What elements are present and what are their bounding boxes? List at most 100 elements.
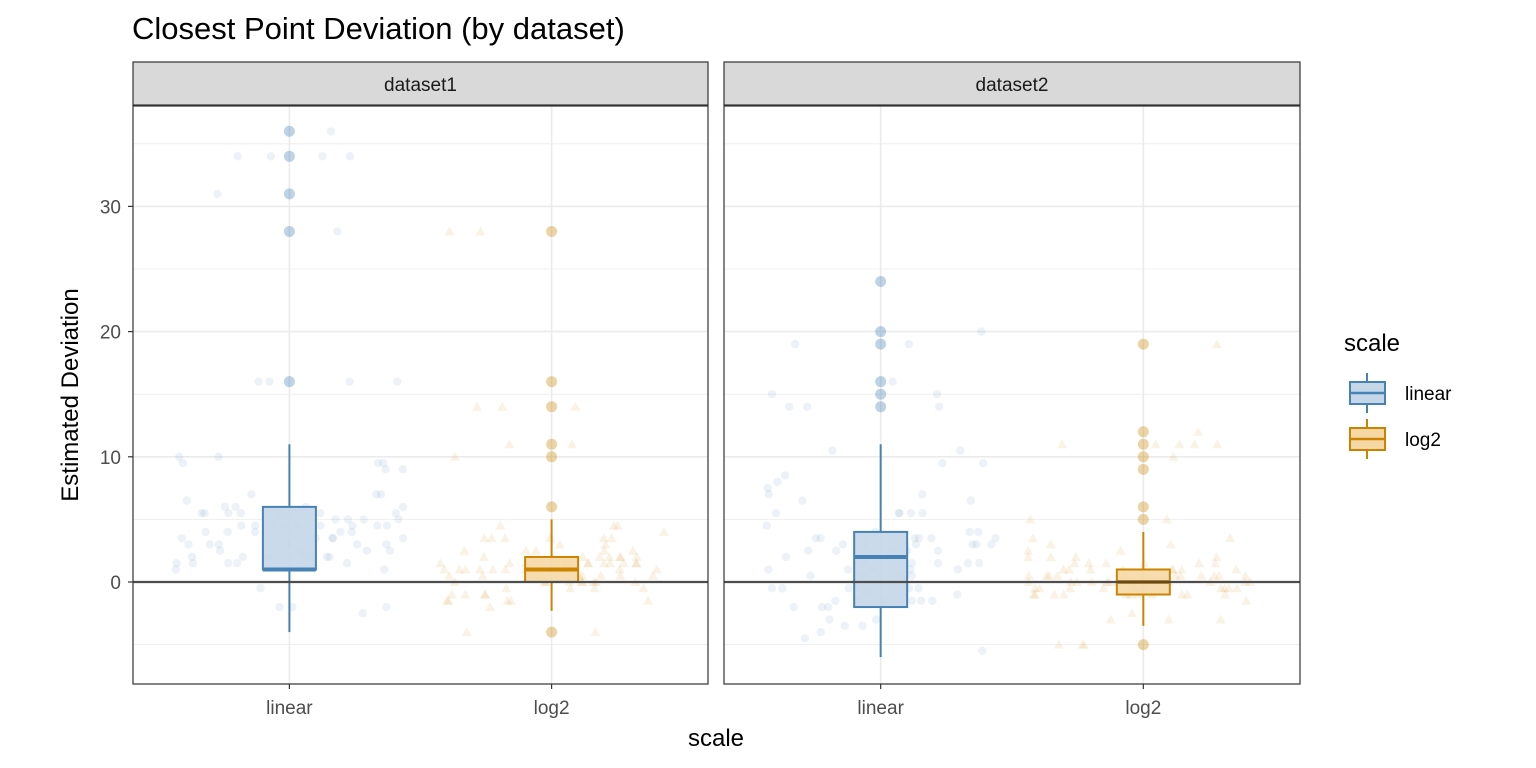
jitter-point: [1165, 539, 1176, 549]
jitter-point: [444, 226, 455, 236]
jitter-point: [1220, 589, 1231, 599]
jitter-point: [1023, 570, 1034, 580]
jitter-point: [1049, 589, 1060, 599]
jitter-point: [1098, 583, 1109, 593]
legend: scale linear log2: [1344, 330, 1452, 459]
jitter-point: [449, 451, 460, 461]
jitter-point: [583, 558, 594, 568]
legend-title: scale: [1344, 330, 1400, 357]
jitter-point: [1058, 589, 1069, 599]
jitter-point: [966, 496, 975, 505]
jitter-point: [326, 127, 336, 136]
jitter-point: [598, 533, 609, 543]
jitter-point: [1231, 583, 1242, 593]
jitter-point: [362, 546, 372, 555]
jitter-point: [454, 564, 465, 574]
jitter-point: [197, 508, 206, 518]
jitter-point: [798, 496, 807, 505]
jitter-point: [781, 552, 791, 562]
jitter-point: [393, 377, 402, 386]
jitter-point: [927, 533, 936, 543]
jitter-point: [1063, 564, 1074, 574]
jitter-point: [974, 527, 983, 537]
jitter-point: [521, 545, 532, 555]
x-tick-label: linear: [857, 698, 904, 719]
jitter-point: [858, 621, 867, 631]
x-tick-label: log2: [1125, 698, 1161, 719]
jitter-point: [817, 602, 827, 612]
jitter-point: [771, 508, 781, 518]
jitter-point: [627, 545, 638, 555]
legend-label: log2: [1405, 430, 1441, 451]
jitter-point: [188, 559, 198, 568]
jitter-point: [478, 551, 489, 561]
jitter-point: [1027, 533, 1038, 543]
jitter-point: [201, 527, 210, 537]
jitter-point: [594, 551, 605, 561]
jitter-point: [1023, 545, 1034, 555]
outlier-point: [875, 276, 887, 288]
jitter-point: [828, 446, 837, 455]
outlier-point: [546, 626, 558, 638]
jitter-point: [382, 521, 392, 530]
jitter-point: [630, 558, 641, 568]
boxplot-linear: [261, 125, 317, 633]
jitter-point: [790, 339, 800, 349]
jitter-point: [237, 521, 246, 530]
jitter-point: [318, 152, 327, 161]
jitter-point: [497, 401, 508, 411]
jitter-point: [224, 508, 233, 518]
jitter-point: [391, 508, 400, 518]
facet-strip: [132, 61, 709, 106]
jitter-point: [345, 152, 355, 161]
jitter-point: [600, 539, 611, 549]
chart-title: Closest Point Deviation (by dataset): [132, 11, 625, 46]
jitter-point: [1058, 564, 1069, 574]
legend-key-log2: log2: [1349, 419, 1441, 459]
jitter-point: [333, 227, 342, 236]
legend-key-linear: linear: [1349, 373, 1452, 413]
jitter-point: [763, 483, 772, 493]
jitter-point: [177, 533, 187, 543]
jitter-point: [376, 490, 386, 499]
jitter-point: [439, 564, 450, 574]
jitter-point: [823, 602, 833, 612]
jitter-point: [480, 589, 491, 599]
jitter-point: [647, 570, 658, 580]
jitter-point: [1105, 614, 1116, 624]
jitter-point: [500, 564, 511, 574]
facet-panel-dataset2: dataset2 linear log2: [723, 61, 1301, 719]
jitter-point: [223, 527, 232, 537]
jitter-point: [265, 377, 274, 386]
jitter-point: [590, 627, 601, 637]
outlier-point: [546, 438, 558, 450]
jitter-point: [604, 558, 615, 568]
jitter-point: [1069, 558, 1080, 568]
jitter-point: [1215, 614, 1226, 624]
jitter-point: [1079, 639, 1090, 649]
box: [853, 530, 909, 609]
jitter-point: [484, 602, 495, 612]
jitter-point: [844, 584, 853, 593]
jitter-point: [479, 533, 490, 543]
jitter-point: [325, 552, 334, 562]
jitter-point: [599, 545, 610, 555]
jitter-point: [1241, 595, 1252, 605]
jitter-point: [838, 540, 848, 549]
jitter-point: [928, 596, 937, 605]
jitter-point: [780, 471, 790, 480]
jitter-point: [612, 520, 623, 530]
jitter-point: [184, 540, 193, 549]
jitter-point: [251, 521, 260, 530]
outlier-point: [283, 150, 295, 162]
jitter-point: [398, 465, 407, 474]
jitter-point: [972, 540, 981, 549]
jitter-point: [347, 527, 357, 537]
jitter-point: [1211, 339, 1222, 349]
jitter-point: [1025, 514, 1036, 524]
jitter-point: [175, 452, 184, 461]
jitter-point: [778, 584, 787, 593]
jitter-point: [1163, 614, 1174, 624]
jitter-point: [606, 533, 617, 543]
jitter-point: [475, 226, 486, 236]
